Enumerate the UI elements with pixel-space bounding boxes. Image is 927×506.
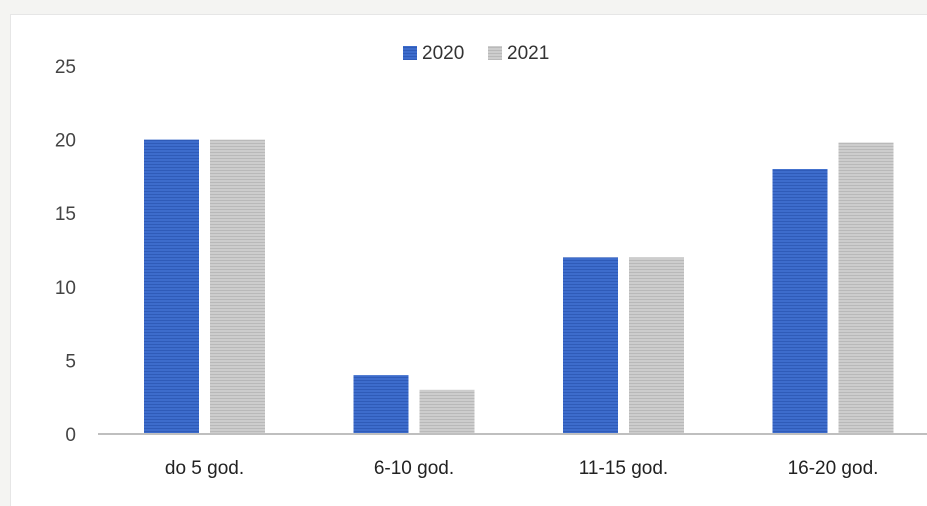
y-tick-label: 10 [55,278,76,299]
legend-swatch-2021 [488,46,502,60]
legend: 2020 2021 [403,43,549,64]
x-category-label: 11-15 god. [579,458,668,479]
bars [144,139,894,435]
x-category-label: 6-10 god. [374,458,454,479]
x-axis-labels: do 5 god. 6-10 god. 11-15 god. 16-20 god. [165,458,879,479]
legend-swatch-2020 [403,46,417,60]
bar-2020-0 [144,139,199,434]
bar-2020-2 [563,257,618,434]
bar-2021-3 [838,142,894,434]
y-tick-label: 25 [55,57,76,78]
x-category-label: do 5 god. [165,458,244,479]
bar-2021-0 [210,139,265,434]
y-tick-label: 0 [65,425,76,446]
legend-label-2021: 2021 [507,43,549,64]
legend-label-2020: 2020 [422,43,464,64]
bar-2021-1 [419,389,475,434]
y-tick-label: 15 [55,204,76,225]
y-axis-ticks: 0 5 10 15 20 25 [55,57,76,446]
y-tick-label: 20 [55,131,76,152]
x-category-label: 16-20 god. [788,458,879,479]
bar-2021-2 [629,257,684,434]
bar-2020-1 [353,375,409,434]
y-tick-label: 5 [65,351,76,372]
bar-2020-3 [772,169,828,435]
